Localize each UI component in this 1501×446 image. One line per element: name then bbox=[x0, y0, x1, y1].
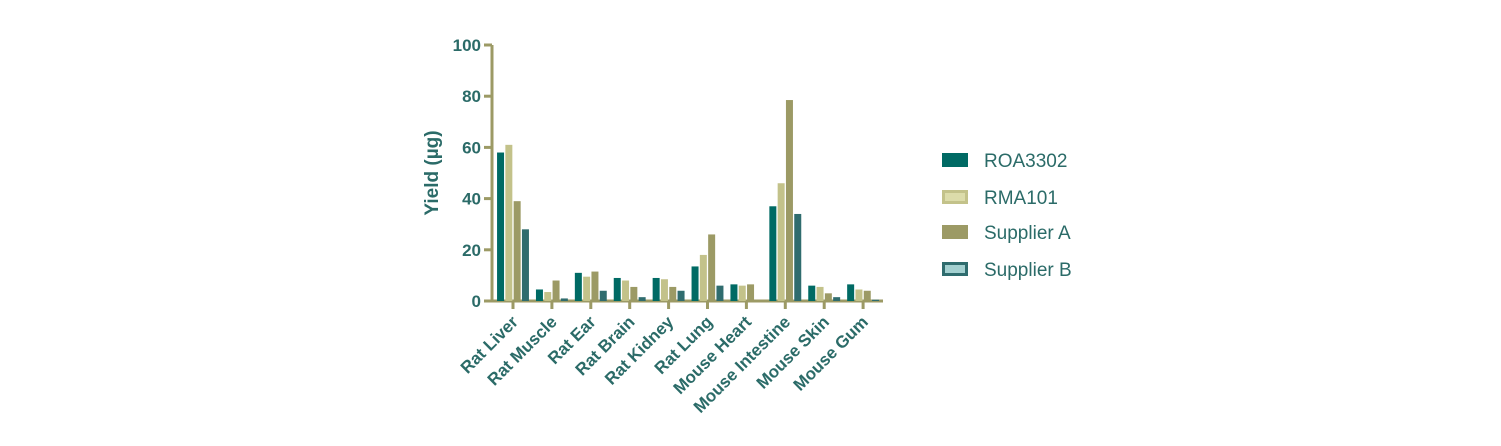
legend-swatch bbox=[942, 153, 968, 167]
y-tick-label: 80 bbox=[462, 87, 481, 106]
bar bbox=[677, 290, 685, 301]
bar bbox=[521, 229, 529, 301]
bars bbox=[497, 100, 880, 301]
legend-label: RMA101 bbox=[984, 188, 1058, 209]
bar bbox=[552, 280, 560, 301]
bar bbox=[583, 276, 591, 301]
bar bbox=[855, 289, 863, 301]
bar bbox=[652, 277, 660, 301]
legend-label: ROA3302 bbox=[984, 151, 1067, 172]
bar bbox=[660, 279, 668, 301]
y-tick-label: 0 bbox=[472, 292, 481, 311]
bar bbox=[716, 285, 724, 301]
bar bbox=[777, 183, 785, 301]
bar bbox=[808, 285, 816, 301]
bar bbox=[747, 284, 755, 301]
bar bbox=[638, 297, 646, 301]
bar bbox=[622, 280, 630, 301]
bar bbox=[863, 290, 871, 301]
y-tick-label: 20 bbox=[462, 241, 481, 260]
bar bbox=[691, 266, 699, 301]
bar bbox=[794, 213, 802, 301]
bar bbox=[574, 272, 582, 301]
bar bbox=[785, 100, 793, 301]
bar bbox=[699, 254, 707, 301]
bar bbox=[544, 292, 552, 301]
x-axis bbox=[490, 299, 883, 309]
legend-swatch-fill bbox=[945, 193, 965, 201]
bar bbox=[708, 234, 716, 301]
bar bbox=[513, 201, 521, 301]
bar bbox=[833, 297, 841, 301]
bar bbox=[847, 284, 855, 301]
bar bbox=[738, 285, 746, 301]
y-tick-label: 40 bbox=[462, 190, 481, 209]
y-axis-title: Yield (µg) bbox=[422, 130, 443, 215]
legend-item: Supplier A bbox=[942, 223, 1071, 244]
bar bbox=[613, 277, 621, 301]
bar bbox=[816, 286, 824, 301]
legend: ROA3302 RMA101 Supplier A Supplier B bbox=[942, 151, 1072, 281]
legend-item: RMA101 bbox=[942, 188, 1058, 209]
bar bbox=[560, 298, 568, 301]
legend-item: Supplier B bbox=[942, 260, 1072, 281]
bar bbox=[669, 286, 677, 301]
legend-label: Supplier B bbox=[984, 260, 1072, 281]
bar bbox=[599, 290, 607, 301]
bar bbox=[730, 284, 738, 301]
bar bbox=[872, 299, 880, 301]
bar bbox=[824, 293, 832, 301]
legend-swatch bbox=[942, 225, 968, 239]
y-axis: 0 20 40 60 80 100 bbox=[453, 36, 494, 311]
bar bbox=[591, 271, 599, 301]
legend-swatch-fill bbox=[945, 265, 965, 273]
bar bbox=[630, 286, 638, 301]
legend-item: ROA3302 bbox=[942, 151, 1067, 172]
bar bbox=[505, 144, 513, 301]
bar bbox=[535, 289, 543, 301]
bar bbox=[497, 152, 505, 301]
bar bbox=[769, 206, 777, 301]
y-tick-label: 100 bbox=[453, 36, 481, 55]
y-tick-label: 60 bbox=[462, 138, 481, 157]
legend-label: Supplier A bbox=[984, 223, 1071, 244]
